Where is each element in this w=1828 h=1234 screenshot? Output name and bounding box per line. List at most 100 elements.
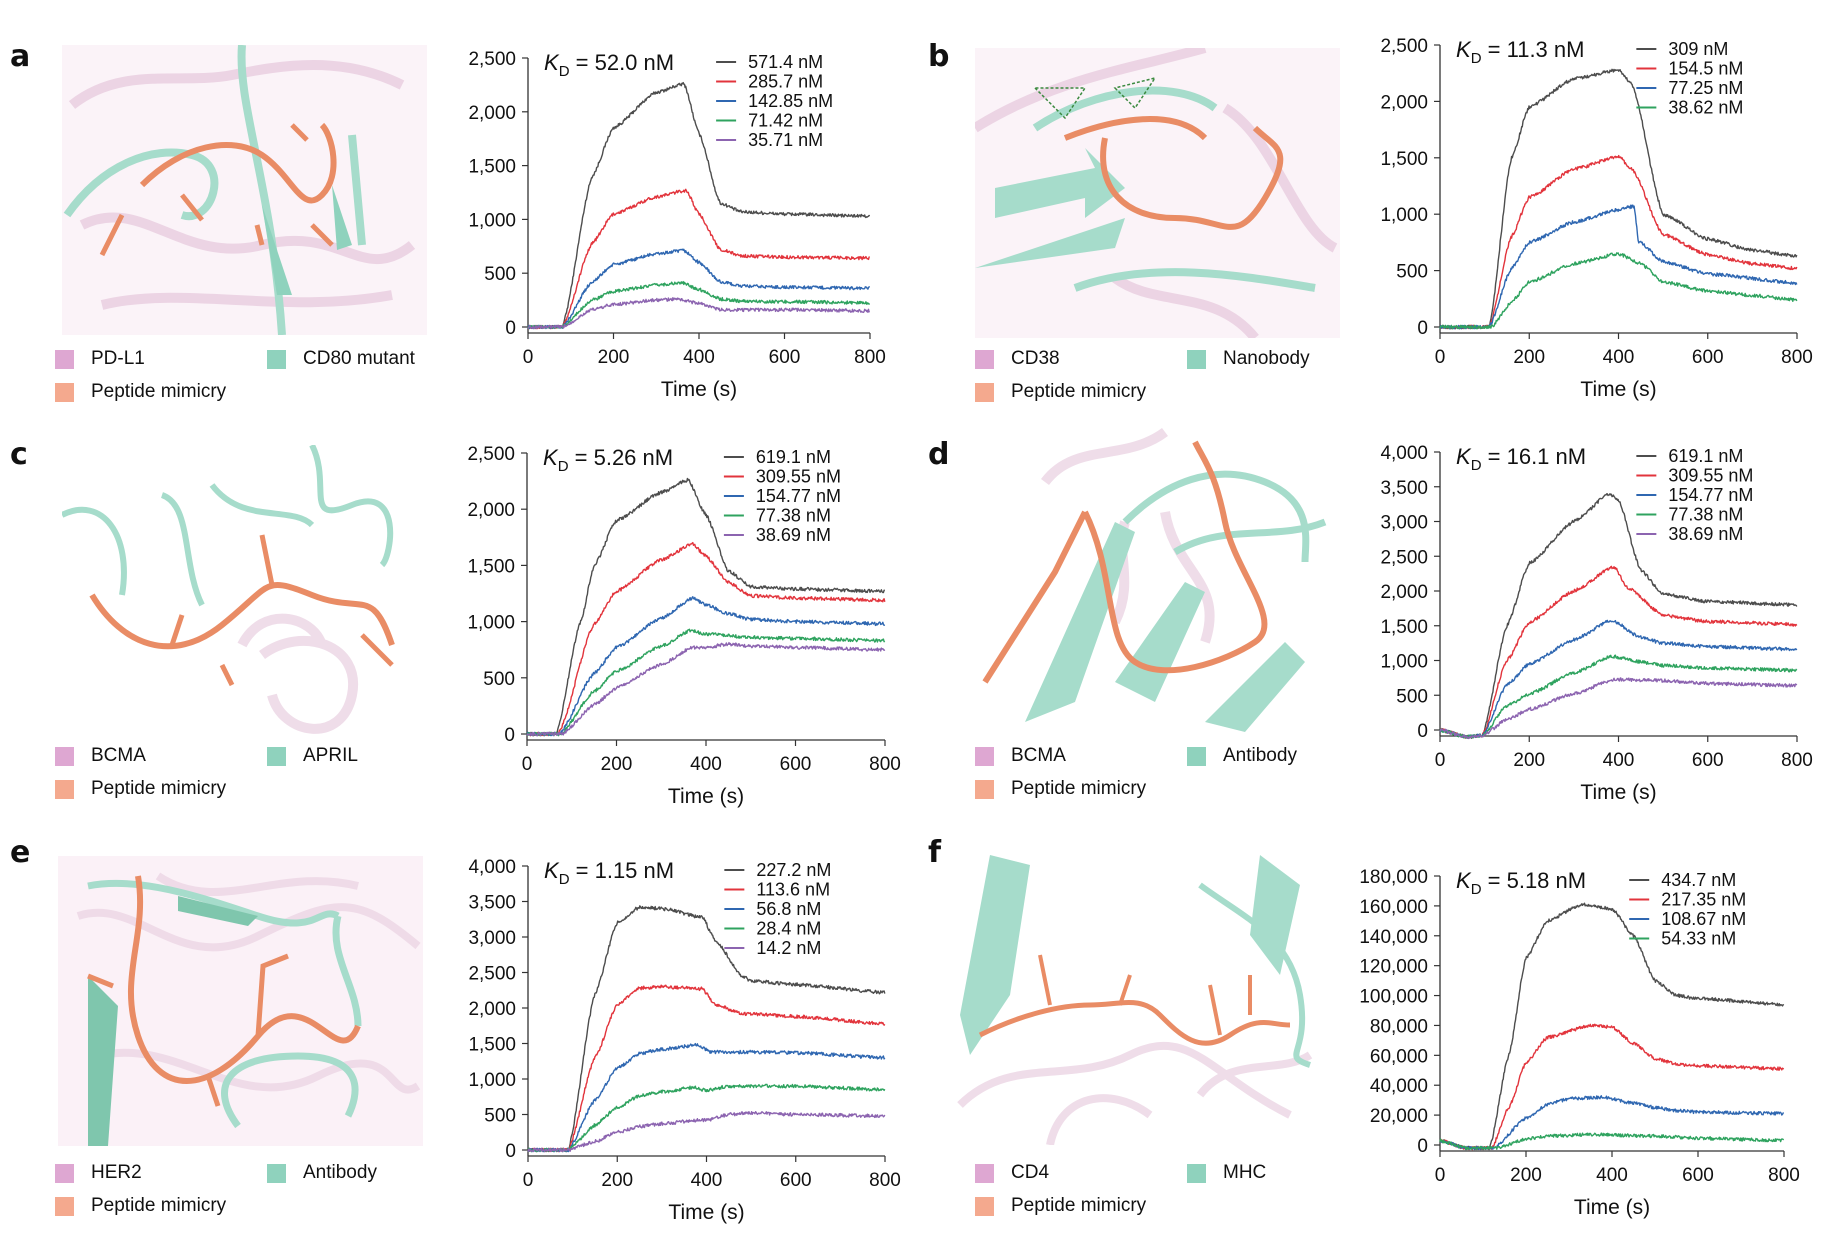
- y-tick-label: 1,000: [468, 210, 516, 231]
- x-axis-title: Time (s): [1574, 1196, 1650, 1219]
- legend-entry-4: 71.42 nM: [748, 111, 823, 131]
- structure-image-f: [950, 855, 1320, 1145]
- legend-label: HER2: [91, 1162, 142, 1183]
- x-axis-title: Time (s): [668, 785, 744, 808]
- protein-structure-render: [62, 45, 427, 335]
- y-tick-label: 2,000: [468, 103, 516, 124]
- target-swatch: [975, 1163, 994, 1183]
- kd-annotation: KD = 5.18 nM: [1456, 868, 1586, 898]
- legend-peptide-a: Peptide mimicry: [55, 381, 226, 403]
- panel-letter-e: e: [10, 835, 31, 870]
- legend-target-e: HER2: [55, 1162, 142, 1184]
- legend-label: CD80 mutant: [303, 348, 415, 369]
- x-tick-label: 600: [1692, 750, 1724, 771]
- series-line-3: [1439, 1095, 1785, 1151]
- legend-label: BCMA: [91, 745, 146, 766]
- series-line-2: [1439, 154, 1798, 330]
- y-tick-label: 0: [504, 725, 515, 746]
- legend-label: Peptide mimicry: [91, 381, 227, 402]
- legend-entry-4: 28.4 nM: [756, 919, 821, 939]
- legend-entry-1: 619.1 nM: [1668, 446, 1743, 466]
- x-tick-label: 200: [1513, 750, 1545, 771]
- legend-binder-b: Nanobody: [1187, 348, 1310, 370]
- target-swatch: [975, 746, 994, 766]
- kd-value: = 11.3 nM: [1482, 37, 1585, 62]
- y-tick-label: 4,000: [468, 857, 516, 878]
- binder-swatch: [1187, 746, 1206, 766]
- legend-entry-4: 77.38 nM: [756, 506, 831, 526]
- peptide-swatch: [975, 1196, 994, 1216]
- legend-label: Peptide mimicry: [1011, 778, 1147, 799]
- x-tick-label: 400: [1603, 347, 1635, 368]
- series-line-1: [1439, 493, 1798, 739]
- legend-entry-3: 142.85 nM: [748, 91, 833, 111]
- y-tick-label: 0: [505, 1141, 516, 1162]
- y-tick-label: 3,000: [468, 928, 516, 949]
- legend-binder-f: MHC: [1187, 1162, 1266, 1184]
- legend-peptide-e: Peptide mimicry: [55, 1195, 226, 1217]
- y-tick-label: 3,500: [1380, 478, 1428, 499]
- kd-subscript: D: [1471, 457, 1482, 474]
- legend-entry-5: 38.69 nM: [1668, 524, 1743, 544]
- legend-target-c: BCMA: [55, 745, 146, 767]
- kd-symbol: K: [1456, 444, 1472, 469]
- legend-binder-a: CD80 mutant: [267, 348, 415, 370]
- y-tick-label: 2,500: [1380, 36, 1428, 57]
- y-tick-label: 500: [484, 264, 516, 285]
- target-swatch: [55, 349, 74, 369]
- kd-value: = 1.15 nM: [570, 858, 675, 883]
- kd-annotation: KD = 11.3 nM: [1456, 37, 1584, 67]
- peptide-swatch: [975, 779, 994, 799]
- legend-label: APRIL: [303, 745, 358, 766]
- binder-swatch: [267, 746, 286, 766]
- kd-value: = 16.1 nM: [1482, 444, 1587, 469]
- y-tick-label: 1,000: [1380, 205, 1428, 226]
- y-tick-label: 40,000: [1370, 1076, 1428, 1097]
- y-tick-label: 3,000: [1380, 513, 1428, 534]
- x-tick-label: 200: [601, 754, 633, 775]
- peptide-swatch: [55, 779, 74, 799]
- y-tick-label: 180,000: [1359, 867, 1428, 888]
- kd-symbol: K: [1456, 37, 1472, 62]
- y-tick-label: 1,500: [468, 157, 516, 178]
- series-line-2: [526, 541, 886, 737]
- x-tick-label: 600: [769, 347, 801, 368]
- legend-peptide-f: Peptide mimicry: [975, 1195, 1146, 1217]
- legend-entry-2: 285.7 nM: [748, 72, 823, 92]
- legend-entry-1: 227.2 nM: [756, 860, 831, 880]
- y-tick-label: 1,500: [1380, 617, 1428, 638]
- y-tick-label: 1,000: [1380, 652, 1428, 673]
- legend-target-d: BCMA: [975, 745, 1066, 767]
- y-tick-label: 0: [1417, 318, 1428, 339]
- x-axis-title: Time (s): [661, 378, 737, 401]
- legend-entry-1: 619.1 nM: [756, 447, 831, 467]
- kd-annotation: KD = 52.0 nM: [544, 50, 674, 80]
- legend-entry-5: 14.2 nM: [756, 938, 821, 958]
- series-line-3: [1439, 619, 1798, 739]
- y-tick-label: 100,000: [1359, 987, 1428, 1008]
- y-tick-label: 1,500: [1380, 149, 1428, 170]
- legend-target-a: PD-L1: [55, 348, 145, 370]
- series-line-4: [1439, 1132, 1785, 1151]
- binder-swatch: [1187, 1163, 1206, 1183]
- series-line-3: [526, 596, 886, 737]
- target-swatch: [55, 1163, 74, 1183]
- legend-entry-3: 154.77 nM: [1668, 485, 1753, 505]
- x-tick-label: 200: [1513, 347, 1545, 368]
- series-line-5: [527, 297, 870, 330]
- kd-value: = 52.0 nM: [570, 50, 675, 75]
- y-tick-label: 2,500: [468, 49, 516, 70]
- x-tick-label: 0: [522, 754, 533, 775]
- structure-image-d: [965, 422, 1340, 742]
- x-tick-label: 600: [780, 1170, 812, 1191]
- legend-peptide-c: Peptide mimicry: [55, 778, 226, 800]
- legend-peptide-b: Peptide mimicry: [975, 381, 1146, 403]
- legend-label: BCMA: [1011, 745, 1066, 766]
- y-tick-label: 2,000: [1380, 92, 1428, 113]
- legend-entry-2: 309.55 nM: [1668, 466, 1753, 486]
- legend-entry-1: 571.4 nM: [748, 52, 823, 72]
- x-tick-label: 0: [523, 347, 534, 368]
- x-tick-label: 200: [598, 347, 630, 368]
- series-line-4: [526, 628, 886, 737]
- legend-label: Peptide mimicry: [1011, 1195, 1147, 1216]
